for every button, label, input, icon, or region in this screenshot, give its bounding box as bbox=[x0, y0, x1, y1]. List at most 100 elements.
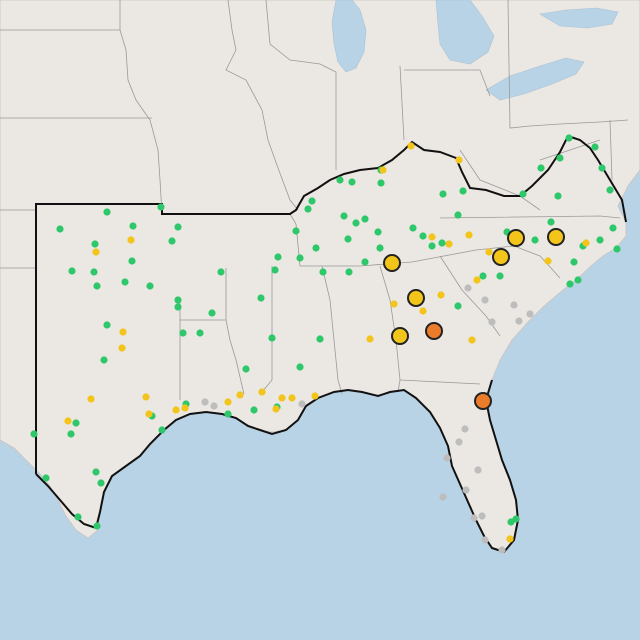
map-marker-green[interactable] bbox=[157, 203, 165, 211]
map-marker-gray[interactable] bbox=[461, 425, 469, 433]
map-marker-green[interactable] bbox=[519, 190, 527, 198]
map-marker-yellow[interactable] bbox=[92, 248, 100, 256]
map-marker-green[interactable] bbox=[92, 468, 100, 476]
map-marker-yellow[interactable] bbox=[87, 395, 95, 403]
map-marker-green[interactable] bbox=[208, 309, 216, 317]
map-marker-large-yellow[interactable] bbox=[492, 248, 510, 266]
map-marker-green[interactable] bbox=[72, 419, 80, 427]
map-marker-green[interactable] bbox=[30, 430, 38, 438]
map-marker-green[interactable] bbox=[609, 224, 617, 232]
map-marker-green[interactable] bbox=[268, 334, 276, 342]
map-marker-yellow[interactable] bbox=[118, 344, 126, 352]
map-marker-yellow[interactable] bbox=[455, 156, 463, 164]
map-marker-green[interactable] bbox=[217, 268, 225, 276]
map-marker-green[interactable] bbox=[507, 518, 515, 526]
map-marker-gray[interactable] bbox=[488, 318, 496, 326]
map-marker-green[interactable] bbox=[93, 282, 101, 290]
map-marker-green[interactable] bbox=[100, 356, 108, 364]
map-marker-gray[interactable] bbox=[481, 296, 489, 304]
map-marker-green[interactable] bbox=[93, 522, 101, 530]
map-marker-green[interactable] bbox=[103, 208, 111, 216]
map-marker-green[interactable] bbox=[531, 236, 539, 244]
map-marker-yellow[interactable] bbox=[236, 391, 244, 399]
map-marker-green[interactable] bbox=[598, 164, 606, 172]
map-marker-green[interactable] bbox=[361, 258, 369, 266]
map-marker-gray[interactable] bbox=[443, 454, 451, 462]
map-marker-green[interactable] bbox=[566, 280, 574, 288]
map-marker-green[interactable] bbox=[56, 225, 64, 233]
map-marker-green[interactable] bbox=[613, 245, 621, 253]
map-marker-green[interactable] bbox=[196, 329, 204, 337]
map-marker-green[interactable] bbox=[242, 365, 250, 373]
map-marker-gray[interactable] bbox=[464, 284, 472, 292]
map-marker-green[interactable] bbox=[274, 253, 282, 261]
map-marker-gray[interactable] bbox=[210, 402, 218, 410]
map-marker-large-orange[interactable] bbox=[425, 322, 443, 340]
map-marker-gray[interactable] bbox=[481, 536, 489, 544]
map-marker-yellow[interactable] bbox=[582, 239, 590, 247]
map-marker-yellow[interactable] bbox=[142, 393, 150, 401]
map-marker-green[interactable] bbox=[419, 232, 427, 240]
map-marker-green[interactable] bbox=[361, 215, 369, 223]
map-marker-gray[interactable] bbox=[201, 398, 209, 406]
map-marker-green[interactable] bbox=[224, 410, 232, 418]
map-marker-green[interactable] bbox=[158, 426, 166, 434]
map-marker-green[interactable] bbox=[146, 282, 154, 290]
map-marker-green[interactable] bbox=[344, 235, 352, 243]
map-marker-large-yellow[interactable] bbox=[391, 327, 409, 345]
map-marker-green[interactable] bbox=[257, 294, 265, 302]
map-marker-large-yellow[interactable] bbox=[507, 229, 525, 247]
map-marker-yellow[interactable] bbox=[407, 142, 415, 150]
map-marker-green[interactable] bbox=[439, 190, 447, 198]
map-marker-green[interactable] bbox=[496, 272, 504, 280]
map-marker-yellow[interactable] bbox=[119, 328, 127, 336]
map-marker-green[interactable] bbox=[103, 321, 111, 329]
map-marker-green[interactable] bbox=[554, 192, 562, 200]
map-marker-yellow[interactable] bbox=[465, 231, 473, 239]
map-marker-green[interactable] bbox=[128, 257, 136, 265]
map-marker-yellow[interactable] bbox=[366, 335, 374, 343]
map-marker-green[interactable] bbox=[121, 278, 129, 286]
map-marker-green[interactable] bbox=[129, 222, 137, 230]
map-marker-gray[interactable] bbox=[498, 546, 506, 554]
map-marker-green[interactable] bbox=[377, 179, 385, 187]
map-marker-green[interactable] bbox=[454, 302, 462, 310]
map-marker-green[interactable] bbox=[374, 228, 382, 236]
map-marker-green[interactable] bbox=[292, 227, 300, 235]
map-marker-gray[interactable] bbox=[462, 486, 470, 494]
map-marker-yellow[interactable] bbox=[258, 388, 266, 396]
map-marker-green[interactable] bbox=[168, 237, 176, 245]
map-marker-yellow[interactable] bbox=[272, 405, 280, 413]
map-marker-green[interactable] bbox=[174, 296, 182, 304]
map-marker-large-yellow[interactable] bbox=[383, 254, 401, 272]
map-marker-green[interactable] bbox=[296, 254, 304, 262]
map-marker-green[interactable] bbox=[459, 187, 467, 195]
map-marker-green[interactable] bbox=[91, 240, 99, 248]
map-marker-gray[interactable] bbox=[515, 317, 523, 325]
map-marker-green[interactable] bbox=[74, 513, 82, 521]
map-marker-yellow[interactable] bbox=[224, 398, 232, 406]
map-marker-green[interactable] bbox=[438, 239, 446, 247]
map-marker-green[interactable] bbox=[90, 268, 98, 276]
map-marker-green[interactable] bbox=[336, 176, 344, 184]
map-marker-yellow[interactable] bbox=[485, 248, 493, 256]
map-marker-green[interactable] bbox=[345, 268, 353, 276]
map-marker-gray[interactable] bbox=[439, 493, 447, 501]
map-marker-green[interactable] bbox=[250, 406, 258, 414]
map-marker-green[interactable] bbox=[596, 236, 604, 244]
map-marker-large-orange[interactable] bbox=[474, 392, 492, 410]
map-marker-large-yellow[interactable] bbox=[547, 228, 565, 246]
map-marker-yellow[interactable] bbox=[468, 336, 476, 344]
map-marker-gray[interactable] bbox=[298, 400, 306, 408]
map-marker-yellow[interactable] bbox=[544, 257, 552, 265]
map-marker-yellow[interactable] bbox=[64, 417, 72, 425]
map-marker-green[interactable] bbox=[547, 218, 555, 226]
map-marker-green[interactable] bbox=[174, 303, 182, 311]
map-marker-yellow[interactable] bbox=[390, 300, 398, 308]
map-marker-gray[interactable] bbox=[510, 301, 518, 309]
map-marker-yellow[interactable] bbox=[288, 394, 296, 402]
map-marker-green[interactable] bbox=[308, 197, 316, 205]
map-marker-green[interactable] bbox=[296, 363, 304, 371]
map-marker-green[interactable] bbox=[376, 244, 384, 252]
map-marker-gray[interactable] bbox=[455, 438, 463, 446]
